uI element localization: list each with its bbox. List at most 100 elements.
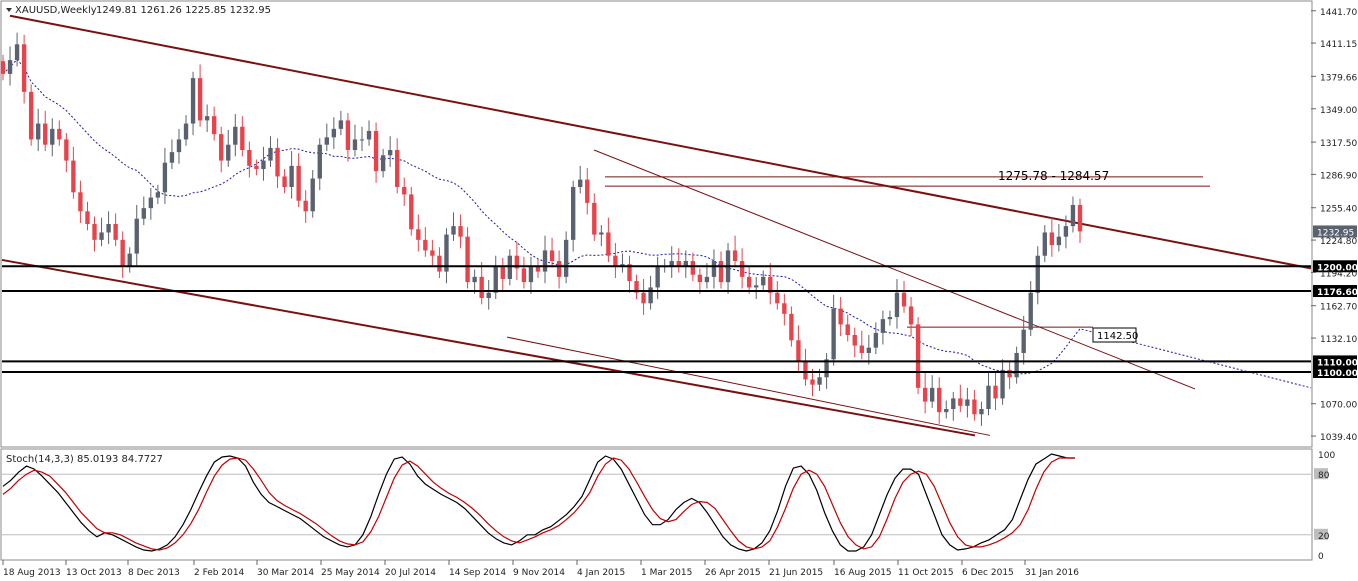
candle-body [465,236,470,283]
y-tick-label: 1194.20 [1320,269,1357,279]
candle-body [852,335,857,346]
candle-body [831,308,836,360]
candle-body [507,255,513,279]
candle-body [366,130,372,140]
candle-body [1070,204,1076,227]
candle-body [817,377,822,385]
candle-body [359,139,365,141]
level-tag [1313,260,1357,273]
candle-body [951,398,956,409]
candle-body [979,409,984,415]
candle-body [78,192,83,212]
ohlc-label: 1249.81 1261.26 1225.85 1232.95 [96,5,271,16]
candle-body [880,319,886,333]
x-tick-label: 8 Dec 2013 [128,568,180,578]
candle-body [282,176,287,187]
candle-body [845,324,850,335]
candle-body [1007,369,1012,378]
candle-body [113,224,118,240]
candle-body [739,261,745,277]
candle-body [754,285,759,288]
candle-body [0,61,6,74]
stoch-series-pct-d [2,457,1075,551]
candle-body [915,324,921,388]
candle-body [549,250,555,261]
candle-body [606,232,611,256]
x-tick-label: 16 Aug 2015 [834,568,892,578]
candle-body [866,347,872,353]
candle-body [782,303,787,314]
candle-body [929,387,935,402]
candle-body [556,261,562,277]
candle-body [14,44,20,61]
main-plot-frame [0,0,1313,448]
candle-body [120,239,125,267]
candle-body [458,226,463,237]
candle-body [106,224,111,233]
candle-body [444,234,449,272]
candle-body [338,120,344,129]
candle-body [303,200,308,212]
current-price-tag [1313,225,1357,238]
candle-body [838,308,843,325]
level-tag [1313,285,1357,298]
candle-body [373,130,379,172]
dropdown-arrow-icon[interactable] [6,8,12,12]
candle-body [578,179,583,187]
candle-body [613,255,618,267]
level-tag-label: 1176.60 [1317,288,1358,298]
candle-body [226,144,231,161]
candle-body [775,292,780,304]
stoch-tick-label: 20 [1318,532,1330,542]
candle-body [28,91,34,140]
candle-body [1021,329,1026,353]
candle-body [958,398,963,406]
candle-body [1049,232,1055,246]
candle-body [486,292,491,298]
indicator-plot-frame [0,448,1313,561]
candle-body [634,281,639,293]
candle-body [211,116,217,135]
candle-body [380,155,386,172]
stoch-tick-label: 0 [1318,552,1324,562]
y-tick-label: 1286.90 [1320,171,1357,181]
candle-body [204,116,210,121]
candle-body [7,60,13,74]
candle-body [824,359,829,378]
candle-body [676,261,681,267]
candle-body [592,202,597,235]
candle-body [141,208,146,219]
candle-body [922,387,928,402]
candle-body [711,261,717,277]
stoch-level-tag [1314,528,1328,540]
stoch-tick-label: 80 [1318,471,1330,481]
candle-body [803,361,808,380]
level-tag-label: 1100.00 [1317,369,1358,379]
y-tick-label: 1317.50 [1320,139,1357,149]
candle-body [155,192,161,198]
x-tick-label: 4 Jan 2015 [577,568,625,578]
x-tick-label: 20 Jul 2014 [385,568,436,578]
candle-body [275,147,280,177]
y-tick-label: 1255.40 [1320,205,1357,215]
candle-body [563,239,569,277]
y-tick-label: 1349.00 [1320,106,1357,116]
y-tick-label: 1070.00 [1320,401,1357,411]
candle-body [986,385,991,409]
x-tick-label: 9 Nov 2014 [513,568,565,578]
upper-channel-line [9,14,1312,270]
y-tick-label: 1224.80 [1320,237,1357,247]
annotation-1142-box: 1142.50 [1092,327,1138,343]
candle-body [21,44,27,92]
candle-body [908,306,914,325]
x-tick-label: 14 Sep 2014 [449,568,506,578]
candle-body [768,276,773,293]
candle-body [176,139,182,153]
candle-body [247,150,252,166]
candle-body [254,165,259,170]
candle-body [796,340,801,362]
candle-body [402,187,407,195]
candle-body [233,126,238,145]
x-tick-label: 26 Apr 2015 [705,568,761,578]
candle-body [296,165,301,201]
